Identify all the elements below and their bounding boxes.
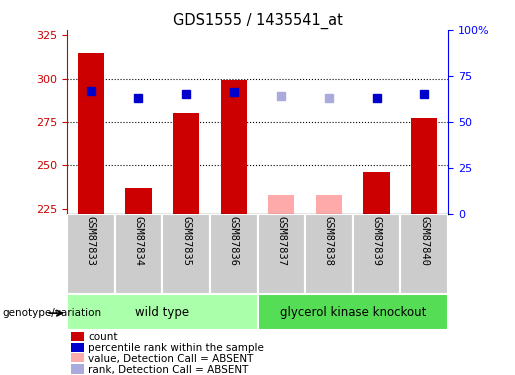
Bar	[258, 214, 305, 294]
Text: genotype/variation: genotype/variation	[3, 308, 101, 318]
Text: GSM87835: GSM87835	[181, 216, 191, 266]
Text: GSM87836: GSM87836	[229, 216, 238, 266]
Title: GDS1555 / 1435541_at: GDS1555 / 1435541_at	[173, 12, 342, 28]
Bar	[78, 53, 104, 214]
Bar	[67, 294, 258, 330]
Bar	[353, 214, 401, 294]
Text: glycerol kinase knockout: glycerol kinase knockout	[280, 306, 426, 319]
Bar	[71, 353, 84, 362]
Bar	[268, 195, 295, 214]
Bar	[114, 214, 162, 294]
Bar	[364, 172, 390, 214]
Bar	[401, 214, 448, 294]
Text: GSM87839: GSM87839	[372, 216, 382, 266]
Bar	[71, 364, 84, 374]
Bar	[67, 214, 115, 294]
Text: GSM87837: GSM87837	[277, 216, 286, 266]
Bar	[210, 214, 258, 294]
Bar	[71, 343, 84, 352]
Text: GSM87833: GSM87833	[86, 216, 96, 266]
Bar	[162, 214, 210, 294]
Text: GSM87838: GSM87838	[324, 216, 334, 266]
Text: GSM87834: GSM87834	[133, 216, 143, 266]
Text: rank, Detection Call = ABSENT: rank, Detection Call = ABSENT	[88, 365, 248, 375]
Bar	[258, 294, 448, 330]
Text: count: count	[88, 332, 117, 342]
Bar	[71, 332, 84, 341]
Bar	[173, 113, 199, 214]
Bar	[316, 195, 342, 214]
Bar	[220, 80, 247, 214]
Bar	[411, 118, 437, 214]
Bar	[305, 214, 353, 294]
Text: GSM87840: GSM87840	[419, 216, 429, 266]
Text: value, Detection Call = ABSENT: value, Detection Call = ABSENT	[88, 354, 253, 364]
Bar	[125, 188, 151, 214]
Text: percentile rank within the sample: percentile rank within the sample	[88, 343, 264, 353]
Text: wild type: wild type	[135, 306, 190, 319]
